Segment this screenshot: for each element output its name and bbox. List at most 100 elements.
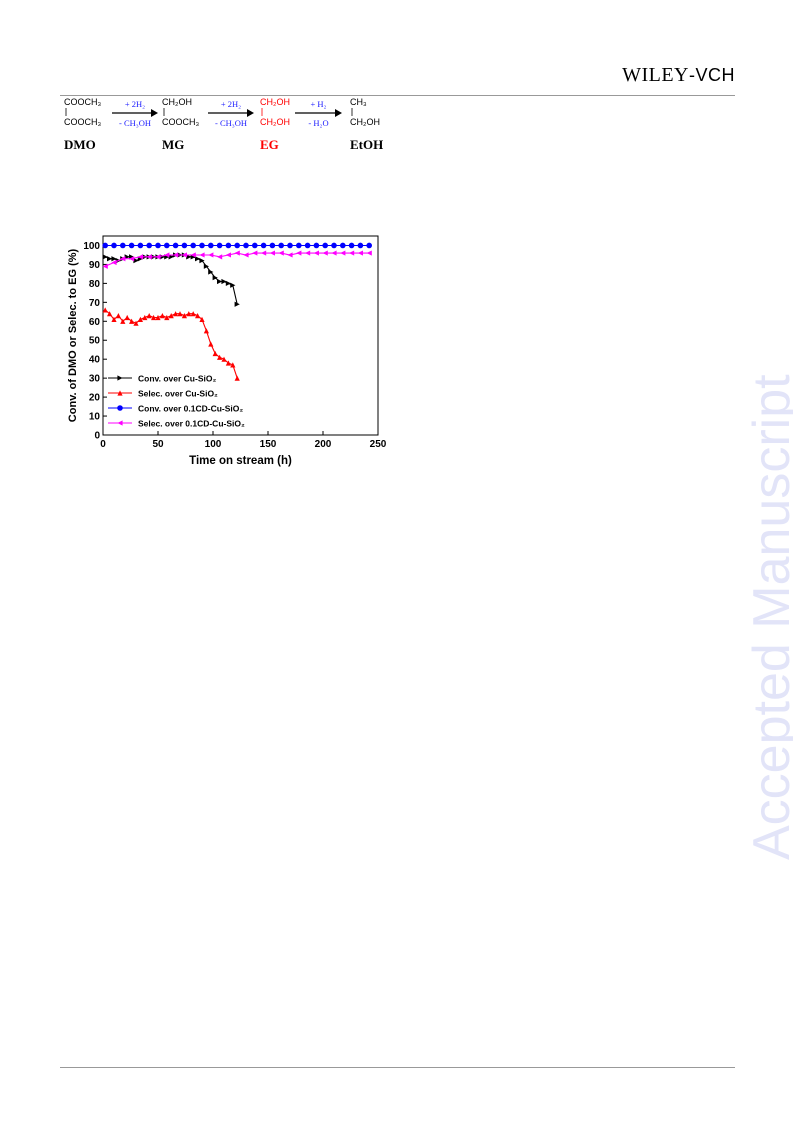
- data-point: [151, 314, 157, 321]
- x-axis-label: Time on stream (h): [189, 455, 292, 467]
- data-point: [129, 256, 135, 262]
- data-point: [177, 311, 183, 317]
- data-point: [181, 252, 187, 258]
- data-point: [173, 252, 179, 258]
- data-point: [120, 318, 126, 324]
- data-point: [133, 320, 139, 326]
- data-point: [115, 313, 121, 319]
- data-point: [111, 256, 117, 262]
- reagent-added: + H₂: [310, 99, 326, 109]
- data-point: [212, 350, 218, 357]
- data-point: [111, 259, 117, 266]
- footer-rule: [60, 1067, 735, 1068]
- y-tick-label: 0: [94, 431, 100, 442]
- data-point: [164, 252, 170, 258]
- data-point: [212, 275, 218, 281]
- data-point: [304, 242, 311, 249]
- reaction-scheme: COOCH₃ COOCH₃ DMO CH₂OH COOCH₃ MG CH₂OH CH₂OH EG…: [64, 97, 383, 152]
- data-point: [199, 258, 205, 264]
- data-point: [296, 250, 302, 256]
- data-point: [102, 254, 108, 260]
- data-point: [269, 250, 275, 256]
- data-point: [278, 250, 284, 256]
- data-point: [216, 242, 223, 249]
- data-point: [142, 314, 148, 321]
- y-tick-label: 90: [89, 260, 101, 271]
- molecule-bottom-group: COOCH₃: [64, 117, 101, 127]
- y-tick-label: 60: [89, 317, 101, 328]
- legend-label: Conv. over 0.1CD-Cu-SiO₂: [138, 404, 243, 414]
- data-point: [146, 313, 152, 319]
- data-point: [287, 252, 293, 258]
- data-point: [102, 307, 108, 313]
- x-tick-label: 200: [315, 439, 332, 450]
- data-point: [269, 242, 276, 249]
- molecule-top-group: CH₂OH: [260, 97, 290, 107]
- data-point: [181, 313, 187, 319]
- molecule-bottom-group: CH₂OH: [350, 117, 380, 127]
- data-point: [164, 242, 170, 249]
- legend-label: Selec. over Cu-SiO₂: [138, 389, 218, 399]
- y-tick-label: 30: [89, 374, 101, 385]
- series-group: [102, 250, 372, 269]
- y-tick-label: 50: [89, 336, 101, 347]
- molecule-bottom-group: COOCH₃: [162, 117, 199, 127]
- data-point: [155, 242, 161, 249]
- data-point: [181, 242, 188, 249]
- x-tick-label: 250: [370, 439, 387, 450]
- data-point: [137, 316, 143, 322]
- legend-label: Selec. over 0.1CD-Cu-SiO₂: [138, 419, 245, 429]
- data-point: [208, 269, 214, 275]
- data-point: [296, 242, 302, 249]
- byproduct-removed: - CH₃OH: [215, 118, 247, 128]
- data-point: [313, 250, 319, 256]
- data-point: [357, 250, 363, 256]
- data-point: [287, 242, 293, 249]
- data-point: [252, 250, 258, 256]
- data-point: [120, 256, 126, 262]
- legend-swatch-marker: [117, 390, 123, 396]
- reaction-arrow-head: [151, 109, 158, 117]
- data-point: [221, 278, 227, 285]
- data-point: [195, 256, 201, 262]
- data-point: [102, 263, 108, 269]
- data-point: [107, 311, 113, 317]
- series-line: [104, 252, 370, 267]
- data-point: [234, 375, 240, 381]
- x-tick-label: 50: [152, 439, 164, 450]
- molecule-name: EG: [260, 137, 279, 152]
- series-line: [104, 309, 238, 379]
- data-point: [331, 250, 337, 256]
- data-point: [190, 311, 196, 317]
- publisher-logo: WILEY-VCH: [622, 64, 735, 86]
- data-point: [190, 252, 196, 258]
- legend-swatch-marker: [117, 375, 123, 381]
- y-tick-label: 100: [83, 241, 100, 252]
- data-point: [155, 254, 161, 260]
- data-point: [234, 250, 240, 256]
- data-point: [137, 254, 143, 260]
- legend-swatch-marker: [117, 420, 123, 426]
- data-point: [107, 256, 113, 262]
- data-point: [203, 263, 209, 269]
- data-point: [102, 242, 109, 249]
- data-point: [217, 278, 223, 285]
- data-point: [164, 314, 170, 321]
- reagent-added: + 2H₂: [221, 99, 241, 109]
- data-point: [221, 356, 227, 362]
- data-point: [195, 313, 201, 319]
- data-point: [260, 242, 267, 249]
- data-point: [111, 316, 117, 322]
- data-point: [137, 242, 144, 249]
- data-point: [261, 250, 267, 256]
- data-point: [186, 311, 192, 317]
- series-group: [102, 252, 240, 307]
- molecule-name: EtOH: [350, 137, 383, 152]
- y-tick-label: 70: [89, 298, 101, 309]
- data-point: [349, 250, 355, 256]
- data-point: [234, 242, 240, 249]
- byproduct-removed: - CH₃OH: [119, 118, 151, 128]
- data-point: [225, 360, 231, 366]
- data-point: [225, 252, 231, 258]
- data-point: [120, 242, 126, 249]
